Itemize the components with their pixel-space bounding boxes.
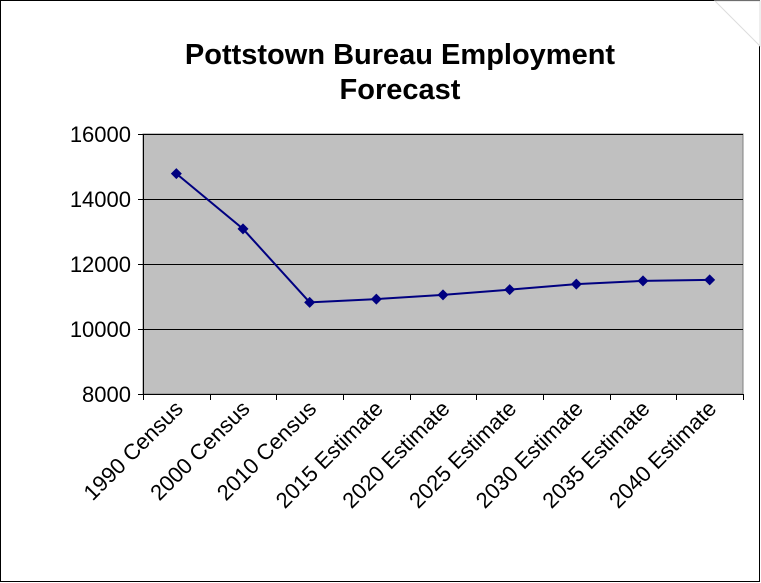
chart-title-line-1: Pottstown Bureau Employment <box>185 39 616 71</box>
data-point-marker <box>304 296 316 308</box>
y-tick-label: 14000 <box>70 187 131 212</box>
gridlines <box>143 134 743 330</box>
series-layer <box>170 168 716 308</box>
data-point-marker <box>170 168 182 180</box>
data-point-marker <box>637 275 649 287</box>
axes <box>138 134 744 400</box>
data-point-marker <box>504 284 516 296</box>
data-point-marker <box>570 278 582 290</box>
y-tick-label: 10000 <box>70 317 131 342</box>
data-point-marker <box>237 223 249 235</box>
chart-title-line-2: Forecast <box>340 74 461 106</box>
data-point-marker <box>370 293 382 305</box>
data-point-marker <box>704 274 716 286</box>
data-point-marker <box>437 289 449 301</box>
page-corner-fold <box>713 0 761 48</box>
y-tick-label: 8000 <box>82 382 131 407</box>
y-tick-label: 16000 <box>70 122 131 147</box>
y-tick-label: 12000 <box>70 252 131 277</box>
